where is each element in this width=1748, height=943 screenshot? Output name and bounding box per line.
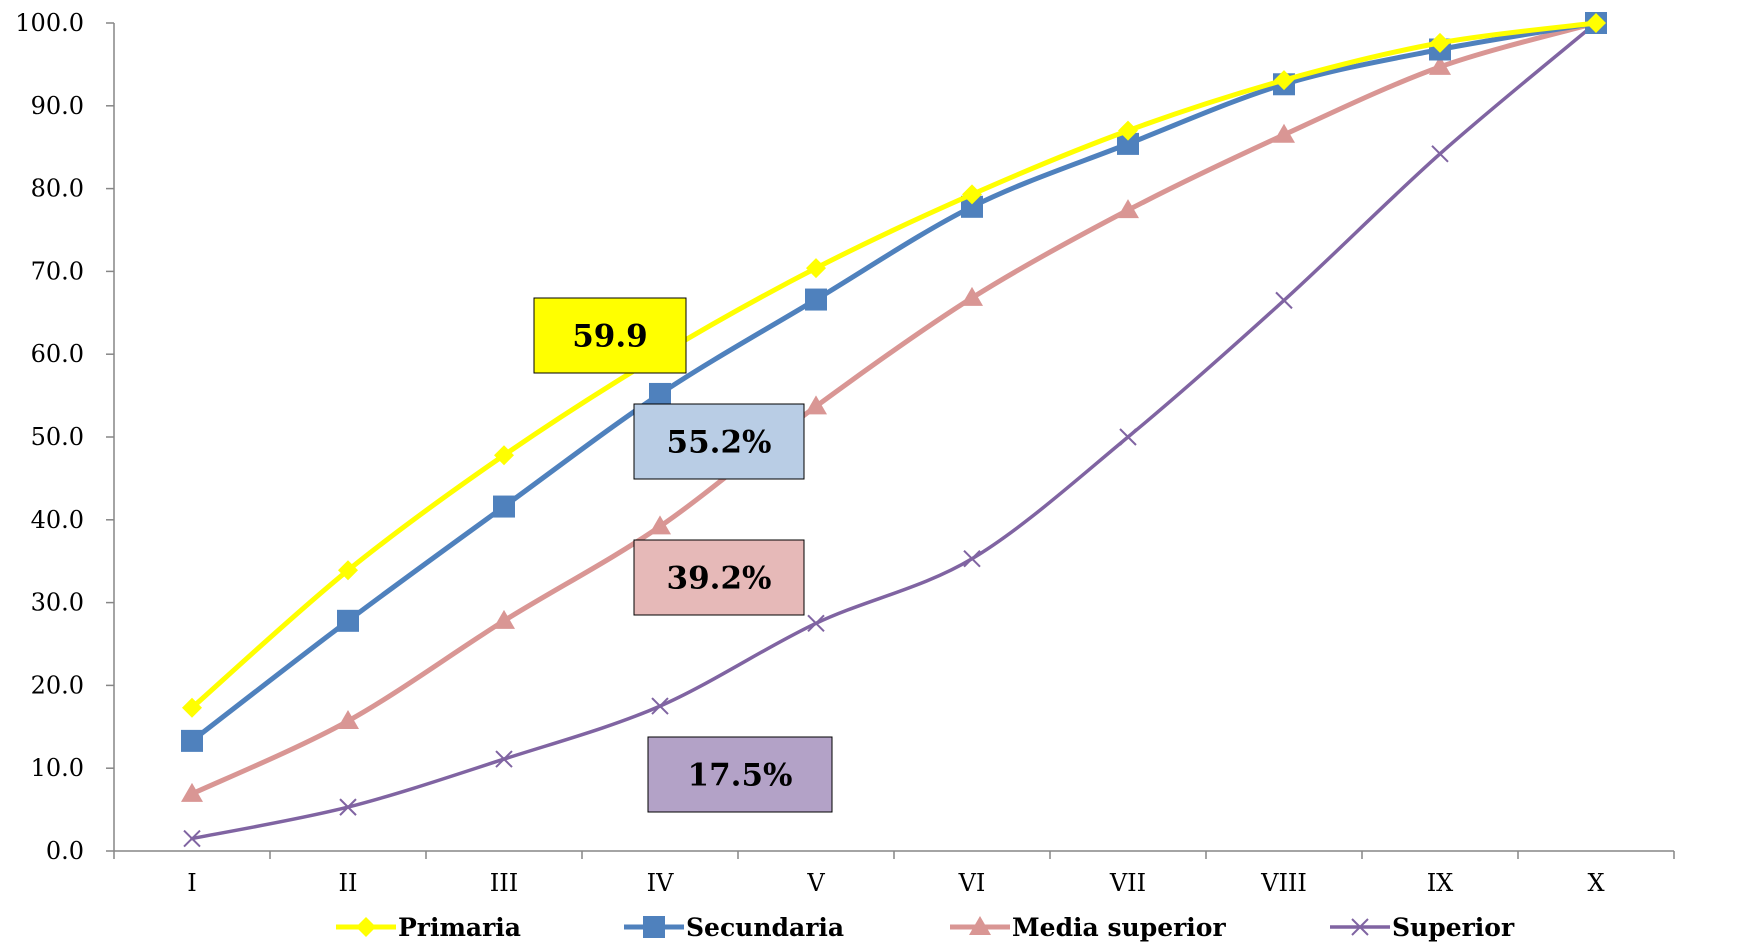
y-tick-label: 40.0 xyxy=(31,506,84,534)
legend-label: Secundaria xyxy=(686,913,844,942)
data-point-media-superior xyxy=(1273,123,1295,143)
data-point-media-superior xyxy=(649,515,671,535)
data-point-media-superior xyxy=(1117,199,1139,219)
x-tick-label: IX xyxy=(1427,869,1454,897)
x-tick-label: I xyxy=(187,869,196,897)
x-tick-label: VII xyxy=(1109,869,1146,897)
callout-label: 55.2% xyxy=(667,425,772,461)
callout: 59.9 xyxy=(533,297,687,374)
data-point-primaria xyxy=(338,560,358,581)
data-point-secundaria xyxy=(649,382,671,405)
data-point-primaria xyxy=(1118,120,1138,141)
callout-layer: 59.9 55.2% 39.2% 17.5% xyxy=(533,297,833,813)
legend-item-superior: Superior xyxy=(1330,913,1515,942)
data-point-media-superior xyxy=(961,286,983,306)
data-point-primaria xyxy=(806,258,826,279)
data-point-primaria xyxy=(494,445,514,466)
data-point-media-superior xyxy=(337,710,359,730)
callout-box xyxy=(533,297,687,374)
data-point-media-superior xyxy=(493,609,515,629)
data-point-primaria xyxy=(1430,32,1450,53)
y-tick-label: 0.0 xyxy=(46,837,84,865)
y-tick-label: 60.0 xyxy=(31,340,84,368)
x-tick-label: V xyxy=(806,869,825,897)
data-point-superior xyxy=(1119,428,1137,446)
series-line-media-superior xyxy=(189,20,1599,797)
callout-box xyxy=(633,403,805,480)
legend-marker xyxy=(356,917,376,937)
y-tick-label: 30.0 xyxy=(31,589,84,617)
callout: 55.2% xyxy=(633,403,805,480)
y-tick-label: 50.0 xyxy=(31,423,84,451)
legend-marker xyxy=(1351,918,1369,936)
legend-marker xyxy=(969,916,991,935)
data-point-secundaria xyxy=(337,609,359,632)
callout: 17.5% xyxy=(647,736,833,813)
series-primaria xyxy=(182,13,1606,718)
data-point-secundaria xyxy=(1117,132,1139,155)
legend-label: Media superior xyxy=(1012,913,1226,942)
data-point-superior xyxy=(651,697,669,715)
legend-item-secundaria: Secundaria xyxy=(624,913,844,942)
callout-box xyxy=(647,736,833,813)
y-tick-label: 70.0 xyxy=(31,257,84,285)
data-point-secundaria xyxy=(961,195,983,218)
x-tick-label: IV xyxy=(647,869,674,897)
callout-label: 59.9 xyxy=(572,319,648,355)
legend-label: Primaria xyxy=(398,913,521,942)
y-tick-label: 20.0 xyxy=(31,671,84,699)
data-point-primaria xyxy=(1586,13,1606,33)
data-point-superior xyxy=(807,614,825,633)
data-point-superior xyxy=(183,829,201,848)
series-line-secundaria xyxy=(189,20,1599,744)
data-point-media-superior xyxy=(805,395,827,415)
callout-label: 17.5% xyxy=(688,758,793,794)
data-point-superior xyxy=(339,798,357,816)
data-point-superior xyxy=(495,750,513,768)
x-tick-label: II xyxy=(339,869,358,897)
data-point-superior xyxy=(963,550,981,568)
series-line-superior xyxy=(190,21,1598,841)
data-point-superior xyxy=(1275,291,1293,310)
data-point-media-superior xyxy=(1429,55,1451,75)
callout-label: 39.2% xyxy=(667,561,772,597)
y-tick-label: 90.0 xyxy=(31,92,84,120)
series-layer xyxy=(181,12,1607,848)
data-point-media-superior xyxy=(181,782,203,802)
data-point-superior xyxy=(1431,145,1449,163)
data-point-primaria xyxy=(182,697,202,718)
data-point-secundaria xyxy=(805,288,827,311)
data-point-secundaria xyxy=(181,729,203,752)
legend-item-media-superior: Media superior xyxy=(950,913,1226,942)
y-tick-label: 10.0 xyxy=(31,754,84,782)
x-tick-label: X xyxy=(1587,869,1604,897)
series-superior xyxy=(183,14,1605,848)
x-tick-label: VIII xyxy=(1260,869,1307,897)
axes: 0.0 10.0 20.0 30.0 40.0 50.0 60.0 70.0 80.0 90.0 1… xyxy=(15,9,1675,897)
data-point-primaria xyxy=(962,184,982,205)
y-tick-label: 100.0 xyxy=(15,9,84,37)
callout-box xyxy=(633,539,805,616)
data-point-secundaria xyxy=(493,495,515,518)
x-tick-label: VI xyxy=(958,869,986,897)
series-secundaria xyxy=(181,12,1607,752)
x-tick-label: III xyxy=(490,869,518,897)
data-point-primaria xyxy=(1274,70,1294,91)
y-tick-label: 80.0 xyxy=(31,175,84,203)
legend-item-primaria: Primaria xyxy=(336,913,521,942)
series-line-primaria xyxy=(189,20,1599,711)
callout: 39.2% xyxy=(633,539,805,616)
legend-label: Superior xyxy=(1392,913,1515,942)
series-media-superior xyxy=(181,12,1607,802)
legend-marker xyxy=(643,916,665,938)
legend: Primaria Secundaria Media superior Superior xyxy=(336,913,1515,942)
